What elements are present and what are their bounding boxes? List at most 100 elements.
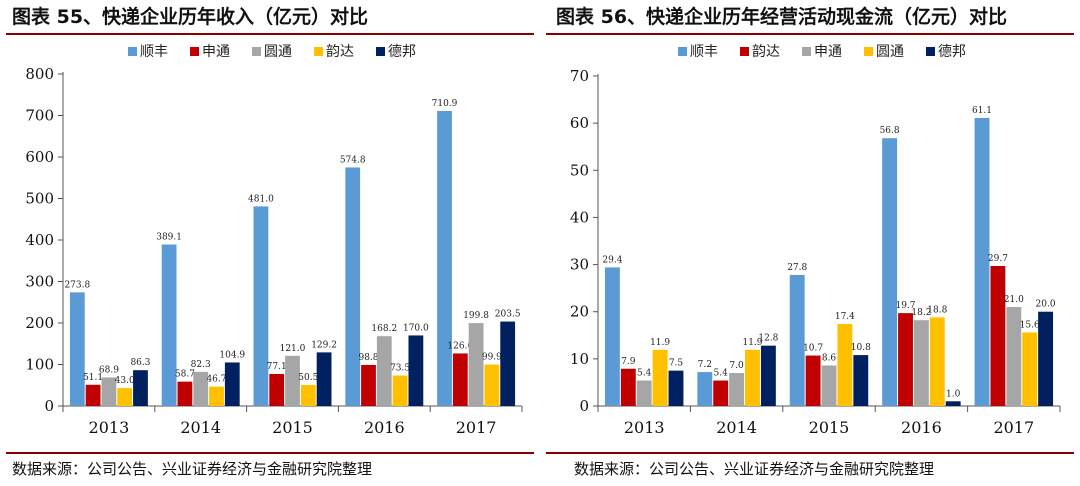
data-label: 17.4 [835, 312, 855, 322]
cashflow-chart-title: 图表 56、快递企业历年经营活动现金流（亿元）对比 [556, 6, 1008, 28]
data-label: 5.4 [714, 369, 729, 379]
y-tick-label: 60 [570, 114, 589, 132]
bar-revenue-2017-4 [500, 321, 516, 406]
bar-cashflow-2013-1 [620, 368, 636, 406]
data-label: 273.8 [64, 280, 90, 290]
data-label: 11.9 [742, 338, 762, 348]
bar-cashflow-2014-4 [760, 345, 776, 406]
bar-cashflow-2016-2 [913, 320, 929, 406]
data-label: 18.2 [911, 308, 931, 318]
y-tick-label: 700 [25, 107, 54, 125]
data-label: 27.8 [787, 263, 807, 273]
legend-label: 圆通 [876, 44, 904, 60]
title-rule [546, 33, 1074, 35]
data-label: 73.5 [390, 363, 410, 373]
x-tick-label: 2015 [272, 418, 313, 437]
y-tick-label: 500 [25, 190, 54, 208]
legend-swatch [190, 47, 199, 56]
bar-revenue-2014-0 [161, 244, 177, 406]
legend-label: 顺丰 [690, 44, 718, 60]
bar-cashflow-2015-0 [789, 274, 805, 406]
x-tick-label: 2014 [180, 418, 221, 437]
legend-label: 申通 [814, 44, 842, 60]
bar-revenue-2016-0 [345, 167, 361, 406]
bar-revenue-2017-2 [468, 323, 484, 406]
bar-cashflow-2014-0 [697, 372, 713, 406]
y-tick-label: 0 [579, 397, 589, 415]
bar-cashflow-2017-2 [1006, 307, 1022, 406]
data-label: 170.0 [403, 323, 429, 333]
revenue-chart-panel: 图表 55、快递企业历年收入（亿元）对比 顺丰 申通 圆通 韵达 德邦 0 100 200 30… [6, 6, 534, 478]
data-label: 58.7 [175, 370, 195, 380]
data-label: 8.6 [822, 353, 837, 363]
bar-revenue-2017-3 [484, 364, 500, 406]
x-tick-label: 2017 [993, 418, 1034, 437]
data-label: 15.6 [1020, 320, 1040, 330]
cashflow-bar-chart: 顺丰 韵达 申通 圆通 德邦 0 10 20 30 40 50 60 70 2013 2014 2015 201… [570, 44, 1061, 437]
data-label: 104.9 [219, 350, 245, 360]
data-label: 86.3 [130, 358, 150, 368]
bar-revenue-2013-0 [69, 292, 85, 406]
bar-revenue-2015-0 [253, 206, 269, 406]
cashflow-chart-source: 数据来源：公司公告、兴业证券经济与金融研究院整理 [574, 460, 935, 478]
data-label: 98.8 [358, 353, 378, 363]
data-label: 10.7 [803, 344, 823, 354]
data-label: 56.8 [880, 126, 900, 136]
legend-swatch [376, 47, 385, 56]
y-tick-label: 0 [44, 397, 54, 415]
revenue-bar-chart: 顺丰 申通 圆通 韵达 德邦 0 100 200 300 400 500 600 700 800 2013 2… [25, 44, 523, 437]
bar-revenue-2015-3 [300, 385, 316, 406]
y-tick-label: 50 [570, 161, 589, 179]
data-label: 29.4 [602, 255, 622, 265]
legend-swatch [864, 47, 873, 56]
data-label: 203.5 [495, 310, 521, 320]
data-label: 5.4 [637, 369, 652, 379]
bar-cashflow-2014-1 [713, 380, 729, 406]
data-label: 61.1 [972, 106, 992, 116]
bar-cashflow-2014-2 [729, 373, 745, 406]
data-label: 68.9 [99, 365, 119, 375]
bar-revenue-2016-4 [408, 335, 424, 406]
x-tick-label: 2013 [89, 418, 130, 437]
bar-revenue-2016-1 [361, 364, 376, 406]
data-label: 7.9 [621, 357, 636, 367]
cashflow-chart-panel: 图表 56、快递企业历年经营活动现金流（亿元）对比 顺丰 韵达 申通 圆通 德邦 0 10 2… [540, 0, 1080, 486]
bar-cashflow-2015-1 [805, 355, 821, 406]
bar-cashflow-2016-1 [898, 313, 913, 406]
bar-revenue-2013-4 [133, 370, 148, 406]
bar-cashflow-2016-3 [929, 317, 945, 406]
data-label: 12.8 [758, 334, 778, 344]
revenue-chart-source: 数据来源：公司公告、兴业证券经济与金融研究院整理 [12, 460, 373, 478]
data-label: 168.2 [371, 324, 397, 334]
data-label: 389.1 [156, 233, 182, 243]
y-tick-label: 30 [570, 256, 589, 274]
legend-swatch [740, 47, 749, 56]
legend-swatch [314, 47, 323, 56]
title-rule [6, 33, 534, 35]
legend-label: 申通 [202, 44, 230, 60]
bar-cashflow-2013-2 [636, 380, 652, 406]
bar-cashflow-2013-0 [604, 267, 620, 406]
data-label: 10.8 [851, 343, 871, 353]
bar-cashflow-2015-3 [837, 323, 853, 406]
legend-swatch [252, 47, 261, 56]
y-tick-label: 400 [25, 231, 54, 249]
data-label: 46.7 [206, 375, 226, 385]
bar-revenue-2013-3 [117, 388, 133, 406]
x-tick-label: 2015 [809, 418, 850, 437]
y-tick-label: 70 [570, 67, 589, 85]
data-label: 19.7 [895, 301, 915, 311]
data-label: 51.1 [83, 373, 103, 383]
y-tick-label: 300 [25, 273, 54, 291]
x-tick-label: 2014 [716, 418, 757, 437]
bar-revenue-2015-1 [269, 374, 285, 406]
bar-cashflow-2016-0 [882, 138, 898, 406]
data-label: 11.9 [650, 338, 670, 348]
bar-revenue-2014-3 [209, 386, 224, 406]
bar-revenue-2015-2 [285, 355, 300, 406]
data-label: 50.5 [298, 373, 318, 383]
data-label: 7.0 [729, 361, 744, 371]
data-label: 21.0 [1004, 295, 1024, 305]
data-label: 43.0 [115, 376, 135, 386]
x-tick-label: 2017 [456, 418, 497, 437]
